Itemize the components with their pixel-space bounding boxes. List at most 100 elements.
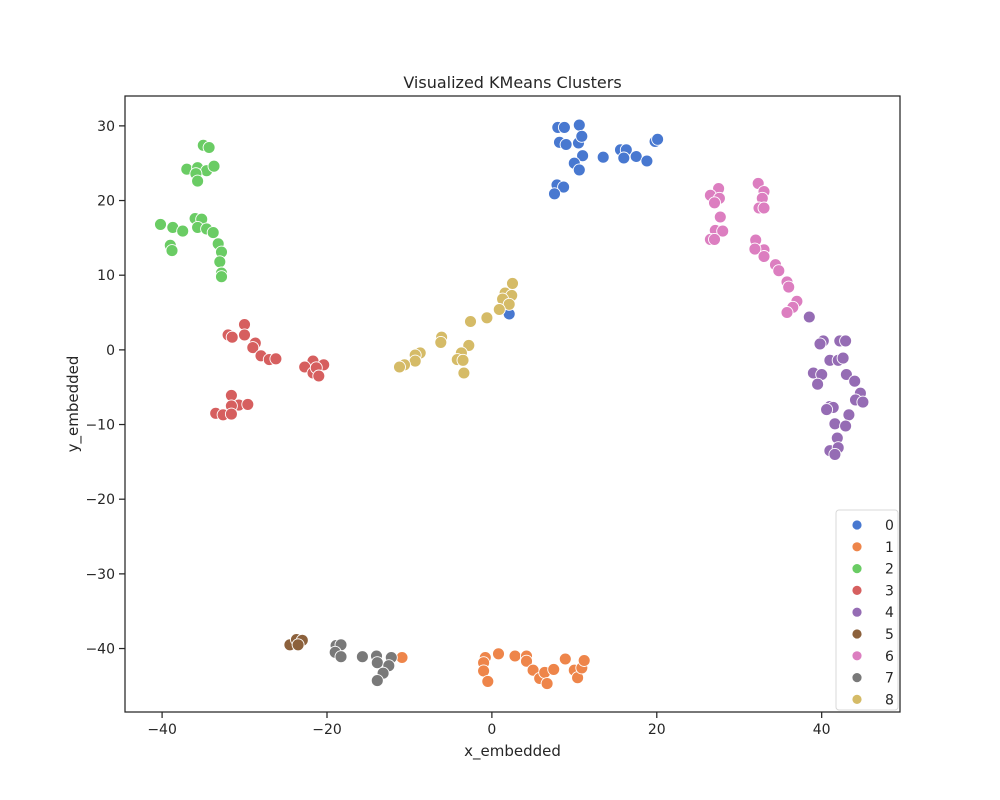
data-point [856, 395, 870, 409]
legend-marker [851, 541, 863, 553]
x-tick-label: 20 [648, 722, 666, 738]
data-point [708, 232, 721, 246]
data-point [225, 330, 239, 344]
data-point [640, 154, 654, 168]
legend-marker [851, 563, 863, 574]
y-axis-title: y_embedded [64, 356, 83, 453]
legend-item-1: 1 [851, 540, 894, 556]
series-0 [502, 118, 665, 321]
data-point [456, 353, 470, 367]
legend-marker [851, 672, 863, 683]
x-tick-label: −20 [312, 722, 342, 738]
data-point [558, 652, 572, 666]
x-tick-label: 0 [487, 722, 496, 738]
data-point [457, 366, 471, 380]
series-8 [393, 276, 519, 380]
legend-frame [835, 509, 899, 711]
data-point [464, 315, 477, 328]
series-6 [703, 176, 804, 319]
y-tick-label: 20 [97, 194, 115, 210]
legend-label: 7 [885, 671, 894, 687]
data-point [492, 647, 505, 661]
data-point [215, 270, 228, 284]
data-point [213, 255, 227, 269]
data-point [165, 244, 179, 258]
data-point [370, 674, 384, 688]
y-tick-label: −30 [85, 567, 115, 583]
legend: 0 1 2 3 4 5 6 7 8 [835, 509, 899, 711]
data-point [246, 341, 260, 355]
data-point [480, 311, 494, 325]
data-point [508, 649, 522, 663]
data-point [780, 306, 794, 319]
legend-marker [851, 519, 863, 531]
legend-label: 2 [885, 562, 894, 578]
data-point [154, 217, 167, 231]
legend-item-5: 5 [851, 627, 894, 643]
legend-items: 0 1 2 3 4 5 6 7 8 [851, 518, 894, 708]
data-point [772, 264, 786, 278]
data-point [434, 335, 448, 349]
data-point [334, 650, 348, 664]
data-point [813, 337, 827, 351]
legend-label: 6 [885, 649, 894, 665]
legend-item-4: 4 [851, 605, 894, 621]
data-point [547, 662, 561, 676]
legend-label: 3 [885, 583, 894, 599]
y-tick-label: 30 [97, 119, 115, 135]
data-point [572, 163, 586, 177]
data-point [502, 297, 516, 311]
data-point [839, 419, 853, 433]
data-point [836, 351, 850, 365]
data-point [176, 224, 190, 238]
legend-label: 1 [885, 540, 894, 556]
legend-marker [851, 694, 863, 705]
data-point [820, 403, 834, 417]
y-tick-label: 10 [97, 268, 115, 284]
data-point [557, 180, 571, 194]
data-point [617, 151, 631, 165]
legend-marker [851, 628, 863, 640]
plot-frame [124, 95, 901, 713]
legend-item-7: 7 [851, 671, 894, 687]
legend-label: 5 [885, 627, 894, 643]
data-point [577, 654, 591, 667]
data-point [559, 138, 573, 151]
x-tick-label: −40 [147, 722, 177, 738]
series-4 [802, 310, 870, 461]
x-axis-title: x_embedded [464, 742, 561, 761]
data-point [395, 651, 409, 664]
data-point [708, 196, 721, 210]
legend-marker [851, 650, 863, 662]
data-point [811, 377, 825, 391]
data-point [355, 650, 369, 664]
series-7 [328, 638, 398, 688]
data-point [802, 310, 816, 324]
data-point [492, 303, 506, 316]
data-point [481, 674, 495, 688]
x-tick-label: 40 [813, 722, 831, 738]
data-point [408, 354, 422, 368]
data-point [207, 159, 221, 173]
y-tick-label: 0 [106, 343, 115, 359]
legend-label: 8 [885, 692, 894, 708]
legend-label: 4 [885, 605, 894, 621]
data-point [576, 149, 590, 163]
data-point [828, 417, 842, 431]
legend-marker [851, 606, 863, 618]
legend-marker [851, 585, 863, 596]
data-point [713, 210, 727, 224]
data-point [191, 174, 205, 188]
chart-title: Visualized KMeans Clusters [403, 73, 621, 92]
data-point [575, 129, 589, 143]
ticks-layer: −40 −20 0 20 40 −40 −30 −20 −10 0 10 20 30 [85, 119, 830, 738]
y-tick-label: −40 [85, 642, 115, 658]
data-point [269, 352, 283, 366]
legend-item-2: 2 [851, 562, 894, 578]
series-3 [209, 318, 331, 422]
data-point [393, 360, 406, 374]
data-point [629, 150, 643, 163]
legend-item-6: 6 [851, 649, 894, 665]
